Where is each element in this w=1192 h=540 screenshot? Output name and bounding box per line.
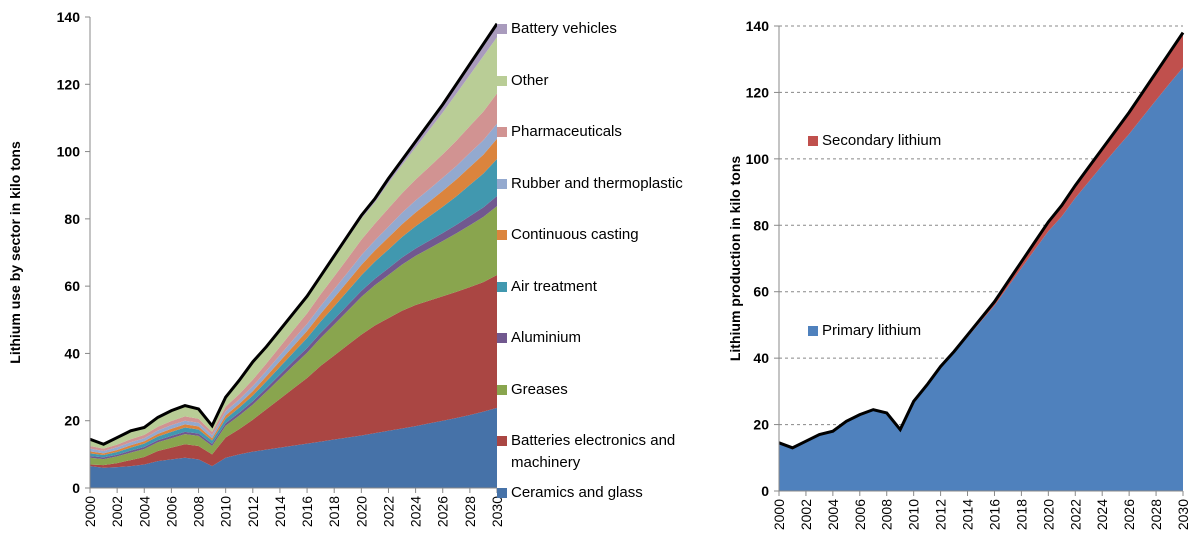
y-tick-label: 100: [746, 151, 770, 167]
legend-item: Ceramics and glass: [497, 482, 701, 504]
legend-swatch: [497, 75, 507, 86]
legend-label: Air treatment: [511, 277, 597, 295]
x-tick-label: 2026: [1121, 499, 1137, 530]
legend-swatch: [808, 136, 818, 146]
legend-item: Battery vehicles: [497, 18, 701, 40]
legend-swatch: [497, 333, 507, 343]
legend-swatch: [497, 384, 507, 395]
y-tick-label: 140: [57, 9, 81, 25]
area: [90, 206, 497, 466]
legend-item: Batteries electronics and machinery: [497, 430, 701, 474]
x-tick-label: 2000: [771, 499, 787, 530]
area: [90, 275, 497, 468]
legend-swatch: [497, 230, 507, 240]
legend-item: Primary lithium: [808, 320, 1012, 342]
x-tick-label: 2028: [462, 496, 478, 527]
y-tick-label: 0: [761, 483, 769, 499]
legend-swatch: [497, 178, 507, 189]
x-tick-label: 2018: [326, 496, 342, 527]
legend-item: Other: [497, 70, 701, 92]
x-tick-label: 2018: [1013, 499, 1029, 530]
legend-label: Primary lithium: [822, 322, 922, 339]
legend-label: Batteries electronics and machinery: [511, 432, 676, 471]
y-tick-label: 120: [746, 84, 770, 100]
legend-item: Rubber and thermoplastic: [497, 173, 701, 195]
y-axis-title: Lithium use by sector in kilo tons: [7, 141, 23, 364]
total-outline: [89, 22, 499, 446]
x-tick-label: 2014: [272, 496, 288, 527]
y-tick-label: 100: [57, 144, 81, 160]
legend-swatch: [497, 487, 507, 498]
x-tick-label: 2008: [879, 499, 895, 530]
x-tick-label: 2002: [798, 499, 814, 530]
y-tick-label: 60: [753, 284, 769, 300]
legend-label: Greases: [511, 380, 568, 398]
x-tick-label: 2010: [218, 496, 234, 527]
x-tick-label: 2004: [136, 496, 152, 527]
legend-swatch: [497, 127, 507, 137]
legend-item: Secondary lithium: [808, 130, 1012, 152]
y-tick-label: 80: [64, 211, 80, 227]
x-tick-label: 2002: [109, 496, 125, 527]
x-tick-label: 2016: [986, 499, 1002, 530]
x-tick-label: 2012: [245, 496, 261, 527]
y-tick-label: 140: [746, 18, 770, 34]
y-tick-label: 20: [753, 417, 769, 433]
x-tick-label: 2020: [353, 496, 369, 527]
area: [779, 67, 1183, 492]
y-axis-title: Lithium production in kilo tons: [727, 156, 743, 362]
legend-item: Air treatment: [497, 276, 701, 298]
y-tick-label: 0: [72, 480, 80, 496]
y-tick-label: 80: [753, 217, 769, 233]
legend-label: Battery vehicles: [511, 20, 617, 37]
legend-label: Pharmaceuticals: [511, 123, 622, 140]
legend-label: Aluminium: [511, 329, 582, 346]
x-tick-label: 2022: [1067, 499, 1083, 530]
x-tick-label: 2006: [852, 499, 868, 530]
x-tick-label: 2012: [933, 499, 949, 530]
y-tick-label: 120: [57, 76, 81, 92]
legend-swatch: [808, 326, 818, 336]
y-tick-label: 20: [64, 413, 80, 429]
legend-item: Pharmaceuticals: [497, 121, 701, 143]
legend-swatch: [497, 24, 507, 34]
legend-swatch: [497, 281, 507, 292]
x-tick-label: 2010: [906, 499, 922, 530]
x-tick-label: 2028: [1148, 499, 1164, 530]
x-tick-label: 2020: [1040, 499, 1056, 530]
legend-label: Rubber and thermoplastic: [511, 174, 683, 192]
x-tick-label: 2000: [82, 496, 98, 527]
x-tick-label: 2008: [191, 496, 207, 527]
x-tick-label: 2030: [489, 496, 505, 527]
legend-swatch: [497, 436, 507, 446]
x-tick-label: 2016: [299, 496, 315, 527]
legend-label: Continuous casting: [511, 226, 639, 243]
y-tick-label: 40: [64, 345, 80, 361]
total-outline: [778, 31, 1185, 450]
x-tick-label: 2024: [408, 496, 424, 527]
legend-item: Continuous casting: [497, 224, 701, 246]
legend-label: Ceramics and glass: [511, 483, 643, 501]
legend-label: Secondary lithium: [822, 132, 942, 149]
x-tick-label: 2024: [1094, 499, 1110, 530]
x-tick-label: 2004: [825, 499, 841, 530]
legend-item: Aluminium: [497, 327, 701, 349]
x-tick-label: 2030: [1175, 499, 1191, 530]
x-tick-label: 2014: [960, 499, 976, 530]
x-tick-label: 2026: [435, 496, 451, 527]
legend-item: Greases: [497, 379, 701, 401]
y-tick-label: 40: [753, 350, 769, 366]
legend-label: Other: [511, 71, 549, 89]
x-tick-label: 2006: [163, 496, 179, 527]
x-tick-label: 2022: [380, 496, 396, 527]
area: [90, 407, 497, 488]
y-tick-label: 60: [64, 278, 80, 294]
